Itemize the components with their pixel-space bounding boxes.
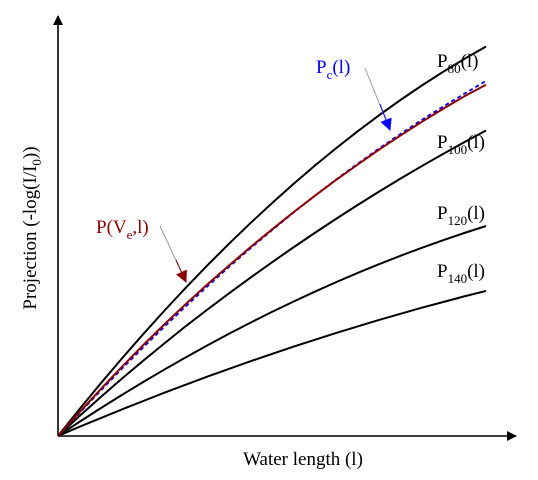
label-pve: P(Ve,l) <box>96 217 149 242</box>
series-layer <box>57 45 487 437</box>
label-pc: Pc(l) <box>316 57 350 82</box>
series-line-p140-l <box>57 289 487 437</box>
series-line-p80-l <box>57 45 487 437</box>
series-line-pc-l <box>57 80 487 437</box>
pve-annotation-arrowhead <box>175 259 187 283</box>
label-p100: P100(l) <box>437 132 485 157</box>
label-p120: P120(l) <box>437 203 485 228</box>
label-p140: P140(l) <box>437 261 485 286</box>
x-axis-title: Water length (l) <box>243 449 363 470</box>
pc-annotation-arrowhead <box>379 103 392 131</box>
label-p80: P80(l) <box>437 51 479 76</box>
series-line-p100-l <box>57 129 487 437</box>
series-line-p-ve-l <box>57 83 487 437</box>
series-line-p120-l <box>57 225 487 437</box>
y-axis-title: Projection (-log(I/I0)) <box>20 146 44 309</box>
